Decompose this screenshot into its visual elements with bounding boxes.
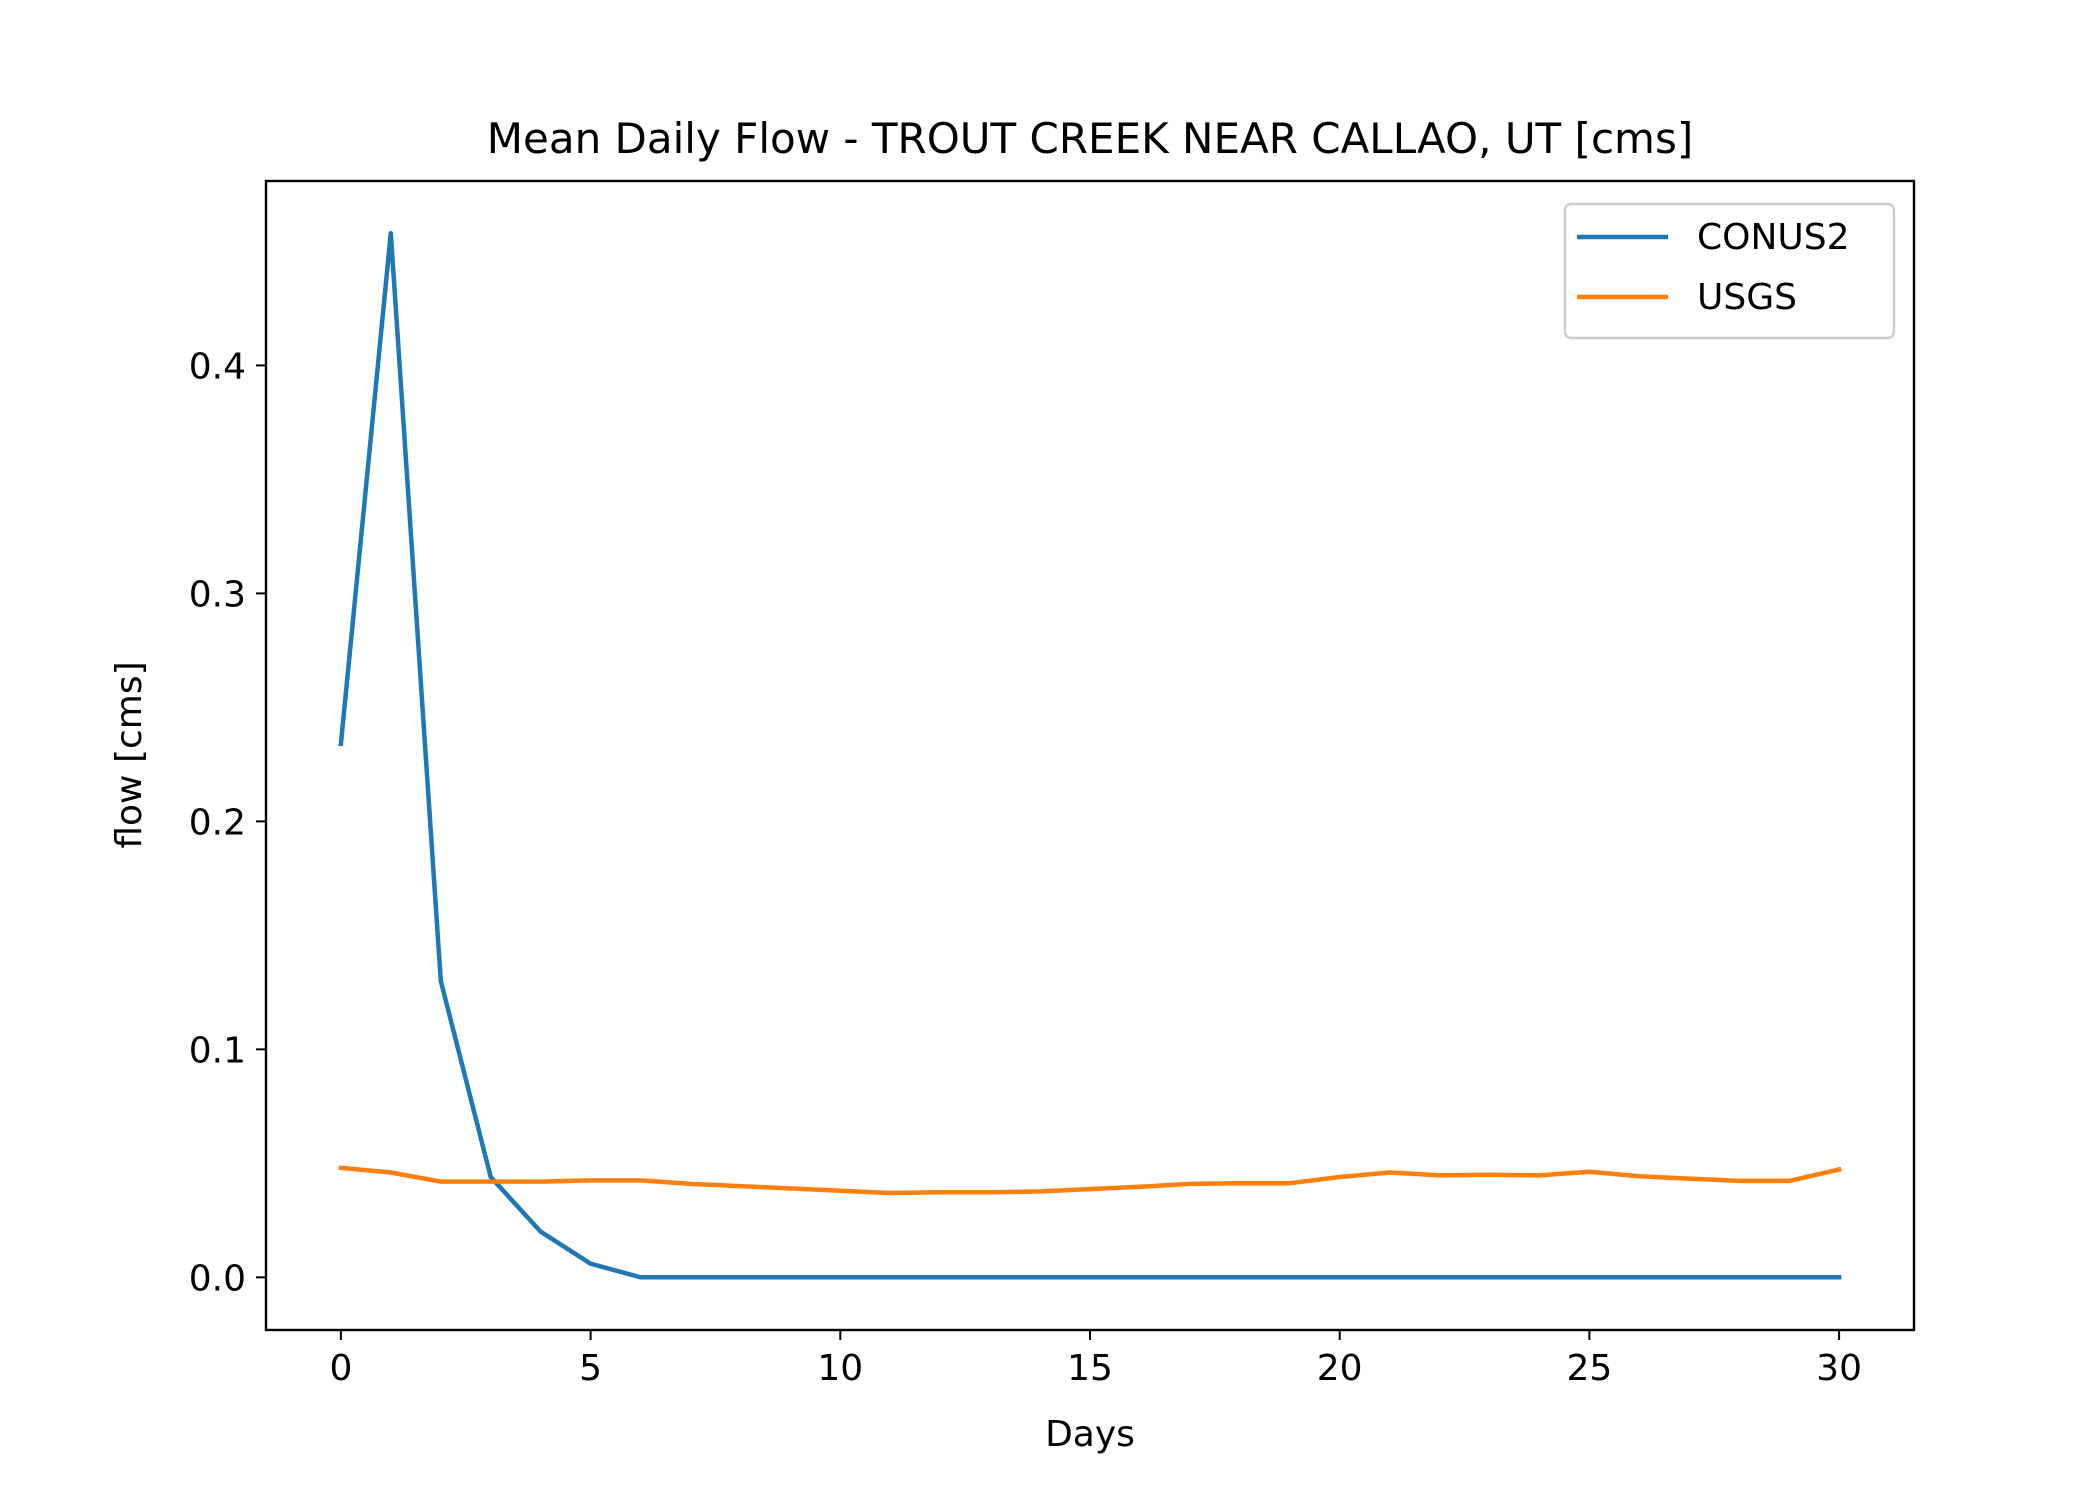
y-axis-label: flow [cms]: [109, 661, 150, 848]
series-line-conus2: [338, 230, 1842, 1280]
plot-area: [338, 230, 1842, 1280]
y-tick-label: 0.3: [189, 574, 246, 615]
y-axis: 0.0 0.1 0.2 0.3 0.4: [189, 346, 266, 1299]
y-tick-label: 0.1: [189, 1030, 246, 1071]
legend-label-conus2: CONUS2: [1697, 217, 1850, 258]
legend-label-usgs: USGS: [1697, 277, 1797, 318]
y-tick-label: 0.2: [189, 802, 246, 843]
legend: CONUS2 USGS: [1563, 202, 1896, 340]
x-tick-label: 15: [1067, 1348, 1113, 1389]
x-tick-label: 30: [1816, 1348, 1862, 1389]
x-tick-label: 20: [1317, 1348, 1363, 1389]
x-tick-label: 25: [1566, 1348, 1612, 1389]
x-tick-label: 0: [329, 1348, 352, 1389]
series-line-usgs: [338, 1165, 1842, 1196]
y-tick-label: 0.4: [189, 346, 246, 387]
x-tick-label: 10: [817, 1348, 863, 1389]
x-tick-label: 5: [579, 1348, 602, 1389]
chart-title: Mean Daily Flow - TROUT CREEK NEAR CALLA…: [487, 114, 1693, 163]
y-tick-label: 0.0: [189, 1258, 246, 1299]
x-axis-label: Days: [1045, 1414, 1135, 1455]
x-axis: 0 5 10 15 20 25 30: [329, 1330, 1862, 1389]
